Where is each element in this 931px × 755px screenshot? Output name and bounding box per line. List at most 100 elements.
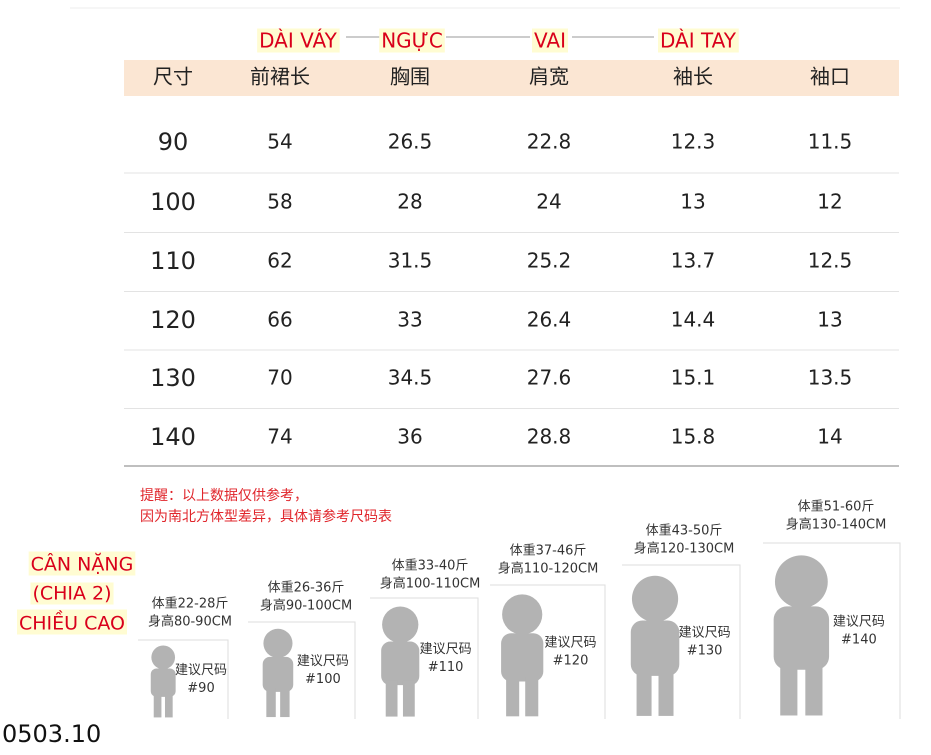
card-weight: 体重43-50斤 (646, 523, 723, 539)
head (631, 575, 679, 622)
table-cell: 28 (397, 190, 422, 214)
card-height: 身高130-140CM (786, 517, 887, 533)
card-height: 身高110-120CM (498, 561, 599, 577)
silhouette (773, 555, 830, 716)
card-size: #110 (428, 660, 464, 675)
torso (773, 606, 830, 670)
leg (164, 693, 173, 718)
leg (658, 669, 674, 716)
header-cell: 肩宽 (529, 65, 569, 89)
annotation: DÀI TAY (660, 29, 737, 53)
silhouette (150, 645, 176, 718)
table-cell: 26.5 (388, 130, 433, 154)
head (382, 606, 419, 643)
leg (525, 676, 539, 717)
table-cell: 140 (150, 423, 196, 451)
card-size: #120 (553, 654, 589, 669)
table-cell: 11.5 (808, 130, 853, 154)
table-cell: 90 (158, 128, 189, 156)
card-label: 建议尺码 (175, 663, 227, 678)
card-frame (138, 639, 229, 719)
head (502, 594, 543, 635)
header-cell: 袖长 (673, 65, 713, 89)
table-cell: 26.4 (527, 308, 572, 332)
side-label: (CHIA 2) (32, 583, 111, 605)
table-cell: 12.3 (671, 130, 716, 154)
leg (780, 662, 798, 716)
card-label: 建议尺码 (544, 636, 596, 651)
card-frame (490, 584, 606, 719)
silhouette (630, 575, 680, 716)
card-weight: 体重26-36斤 (268, 580, 345, 596)
torso (630, 620, 680, 676)
card-label: 建议尺码 (833, 615, 885, 630)
table-cell: 13.5 (808, 366, 853, 390)
table-cell: 33 (397, 308, 422, 332)
table-cell: 24 (536, 190, 561, 214)
table-cell: 25.2 (527, 249, 572, 273)
annotation-bg (658, 28, 739, 53)
side-label-bg (28, 551, 136, 576)
table-cell: 110 (150, 247, 196, 275)
card-weight: 体重33-40斤 (392, 558, 469, 574)
table-cell: 120 (150, 306, 196, 334)
card-height: 身高100-110CM (380, 576, 481, 592)
card-label: 建议尺码 (420, 642, 472, 657)
card-size: #130 (687, 644, 723, 659)
leg (506, 676, 520, 717)
head (151, 645, 176, 670)
card-weight: 体重51-60斤 (798, 499, 875, 515)
table-cell: 36 (397, 425, 422, 449)
table-cell: 14.4 (671, 308, 716, 332)
card-frame (622, 564, 741, 719)
side-label-bg (17, 609, 127, 635)
torso (262, 656, 294, 692)
torso (381, 641, 420, 686)
product-code: 0503.10 (2, 720, 101, 748)
leg (280, 687, 290, 718)
silhouette (381, 606, 420, 717)
leg (636, 669, 652, 716)
table-cell: 66 (267, 308, 292, 332)
note: 因为南北方体型差异，具体请参考尺码表 (140, 508, 392, 525)
card-frame (763, 542, 901, 719)
annotation-bg (532, 28, 568, 53)
leg (385, 680, 398, 717)
card-label: 建议尺码 (679, 626, 731, 641)
card-height: 身高90-100CM (260, 598, 352, 614)
table-cell: 13.7 (671, 249, 716, 273)
side-label: CÂN NẶNG (31, 552, 134, 576)
table-cell: 58 (267, 190, 292, 214)
table-cell: 15.1 (671, 366, 716, 390)
table-cell: 34.5 (388, 366, 433, 390)
silhouette (501, 594, 544, 717)
annotation: VAI (534, 29, 566, 53)
note: 提醒：以上数据仅供参考， (140, 487, 308, 504)
table-cell: 28.8 (527, 425, 572, 449)
header-cell: 胸围 (390, 65, 430, 89)
card-label: 建议尺码 (297, 654, 349, 669)
table-cell: 74 (267, 425, 292, 449)
card-height: 身高120-130CM (634, 541, 735, 557)
card-weight: 体重37-46斤 (510, 543, 587, 559)
table-cell: 13 (680, 190, 705, 214)
card-frame (248, 621, 356, 719)
table-cell: 130 (150, 364, 196, 392)
card-weight: 体重22-28斤 (152, 596, 229, 612)
card-size: #140 (841, 633, 877, 648)
leg (153, 693, 162, 718)
table-cell: 12.5 (808, 249, 853, 273)
table-cell: 13 (817, 308, 842, 332)
torso (150, 668, 176, 697)
card-size: #100 (305, 672, 341, 687)
table-cell: 22.8 (527, 130, 572, 154)
table-cell: 54 (267, 130, 292, 154)
header-cell: 尺寸 (153, 65, 193, 89)
annotation: DÀI VÁY (259, 29, 338, 53)
torso (501, 633, 544, 682)
table-cell: 27.6 (527, 366, 572, 390)
side-label: CHIỀU CAO (19, 610, 125, 635)
table-cell: 31.5 (388, 249, 433, 273)
table-cell: 70 (267, 366, 292, 390)
